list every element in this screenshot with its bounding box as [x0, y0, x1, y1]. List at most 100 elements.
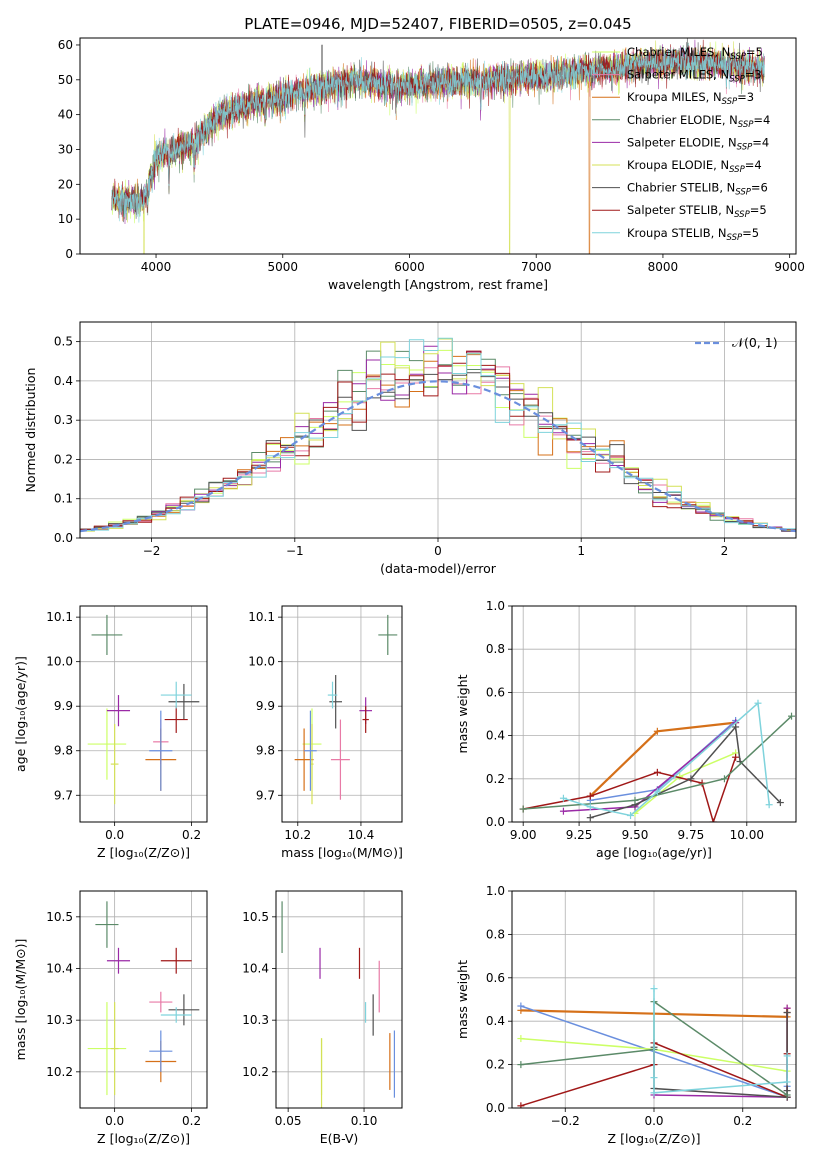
weight-line	[653, 1012, 788, 1099]
chart-title: PLATE=0946, MJD=52407, FIBERID=0505, z=0…	[244, 15, 631, 33]
y-tick-label: 60	[58, 38, 73, 52]
x-tick-label: 0.2	[182, 1114, 201, 1128]
weight-marker	[732, 753, 740, 761]
weight-marker	[732, 723, 740, 731]
y-tick-label: 10.0	[248, 655, 275, 669]
y-tick-label: 9.8	[54, 744, 73, 758]
weight-marker	[650, 985, 658, 993]
errorbar-point	[95, 901, 119, 948]
errorbar-point	[149, 1030, 173, 1072]
plot-area	[111, 38, 765, 254]
weight-marker	[586, 803, 594, 811]
y-tick-label: 10.2	[46, 1065, 73, 1079]
x-axis-label: Z [log₁₀(Z/Z⊙)]	[608, 1131, 701, 1146]
x-tick-label: 10.2	[284, 828, 311, 842]
axes-frame	[511, 605, 797, 823]
axes-spectrum: 4000 5000 6000 7000 8000 9000 0 10 20 30 40 50 60 wav…	[58, 15, 805, 292]
x-tick-label: 0.0	[105, 828, 124, 842]
weight-marker	[627, 812, 635, 820]
legend-entry: Salpeter MILES, NSSP=3	[627, 68, 762, 85]
y-tick-label: 0.3	[54, 413, 73, 427]
weight-marker	[650, 1089, 658, 1097]
weight-marker	[709, 818, 717, 822]
x-tick-label: 10.00	[730, 828, 764, 842]
x-tick-label: 0.2	[733, 1114, 752, 1128]
legend-entry: Salpeter STELIB, NSSP=5	[627, 203, 767, 220]
errorbar-point	[149, 991, 173, 1013]
y-tick-label: 0.4	[486, 729, 505, 743]
y-tick-label: 0.1	[54, 492, 73, 506]
errorbar-point	[362, 706, 369, 733]
axes-frame	[79, 37, 797, 255]
histogram-kroupa-stelib	[80, 337, 796, 538]
weight-marker	[517, 1061, 525, 1069]
y-axis-label: age [log₁₀(age/yr)]	[13, 656, 28, 772]
weight-line	[523, 715, 793, 810]
legend-entry: 𝒩(0, 1)	[732, 335, 778, 350]
weight-line	[634, 752, 736, 814]
x-axis-label: Z [log₁₀(Z/Z⊙)]	[97, 845, 190, 860]
weight-marker	[517, 1002, 525, 1010]
grid	[276, 891, 402, 1108]
errorbar-point	[149, 710, 173, 791]
x-tick-label: −1	[286, 544, 304, 558]
y-tick-label: 10.0	[46, 655, 73, 669]
axes-frame	[275, 890, 403, 1109]
axes-frame	[79, 605, 208, 823]
legend-entry: Chabrier ELODIE, NSSP=4	[627, 113, 770, 130]
axes-frame	[79, 321, 797, 539]
weight-marker	[783, 1078, 791, 1086]
x-tick-label: 1	[577, 544, 585, 558]
errorbar-point	[164, 706, 188, 733]
y-tick-label: 1.0	[486, 884, 505, 898]
axes-mass_vs_Z: 0.0 0.2 10.2 10.3 10.4 10.5 Z [log₁₀(Z/Z⊙)] mas…	[13, 890, 208, 1146]
y-axis-label: mass weight	[455, 960, 470, 1039]
y-tick-label: 9.9	[256, 699, 275, 713]
legend-entry: Salpeter ELODIE, NSSP=4	[627, 135, 769, 152]
weight-marker	[776, 799, 784, 807]
x-tick-label: 4000	[141, 260, 172, 274]
weight-marker	[720, 775, 728, 783]
plot-area	[519, 699, 796, 822]
errorbar-point	[329, 675, 342, 729]
y-axis-label: mass weight	[455, 674, 470, 753]
weight-marker	[783, 1091, 791, 1099]
x-tick-label: 9.50	[622, 828, 649, 842]
weight-marker	[653, 727, 661, 735]
plot-area	[517, 985, 791, 1108]
weight-line	[590, 725, 781, 819]
y-tick-label: 0.8	[486, 642, 505, 656]
y-tick-label: 0.6	[486, 685, 505, 699]
plot-area	[87, 614, 200, 805]
y-tick-label: 0.2	[486, 772, 505, 786]
x-tick-label: −2	[143, 544, 161, 558]
grid	[80, 606, 207, 822]
y-axis-label: Normed distribution	[23, 368, 38, 493]
weight-line	[653, 988, 788, 1094]
y-tick-label: 0.0	[54, 531, 73, 545]
errorbar-point	[304, 710, 317, 791]
spectrum-legend: Chabrier MILES, NSSP=5 Salpeter MILES, NS…	[592, 45, 770, 243]
axes-mass_vs_ebv: 0.05 0.10 10.2 10.3 10.4 10.5 E(B-V)	[242, 890, 403, 1146]
axes-weight_vs_age: 9.00 9.25 9.50 9.75 10.00 0.0 0.2 0.4 0.6 0.8 1.0 a…	[455, 599, 797, 860]
weight-marker	[788, 712, 796, 720]
y-tick-label: 0.5	[54, 335, 73, 349]
x-axis-label: E(B-V)	[320, 1131, 359, 1146]
errorbar-point	[110, 1002, 119, 1096]
errorbar-point	[106, 947, 131, 974]
plot-area	[87, 901, 200, 1096]
weight-marker	[754, 699, 762, 707]
weight-line	[523, 756, 737, 822]
y-tick-label: 10.4	[242, 962, 269, 976]
y-tick-label: 0.0	[486, 1101, 505, 1115]
weight-marker	[559, 794, 567, 802]
grid	[80, 891, 207, 1108]
y-tick-label: 10.4	[46, 962, 73, 976]
x-axis-label: Z [log₁₀(Z/Z⊙)]	[97, 1131, 190, 1146]
weight-marker	[687, 775, 695, 783]
y-tick-label: 0.0	[486, 815, 505, 829]
errorbar-point	[168, 683, 200, 720]
y-tick-label: 9.7	[256, 788, 275, 802]
y-tick-label: 10.3	[242, 1013, 269, 1027]
errorbar-point	[160, 681, 192, 709]
